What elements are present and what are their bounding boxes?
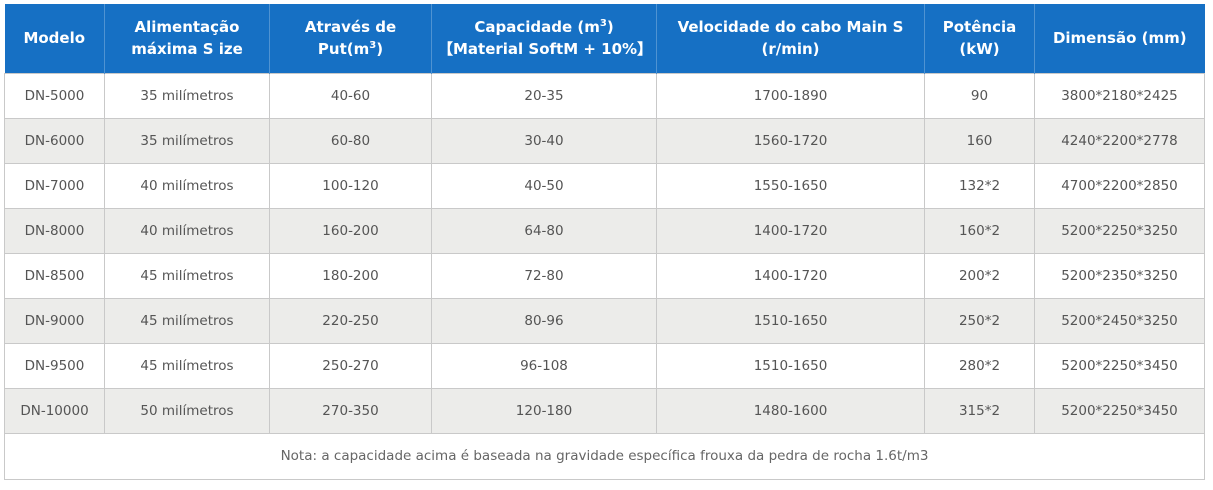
cell-modelo: DN-9000 xyxy=(4,297,105,344)
cell-capacidade: 30-40 xyxy=(431,117,657,164)
cell-alimentacao: 35 milímetros xyxy=(104,72,270,119)
cell-capacidade: 120-180 xyxy=(431,387,657,434)
header-dimensao-label: Dimensão (mm) xyxy=(1052,29,1187,48)
cell-velocidade: 1560-1720 xyxy=(656,117,925,164)
table-row: DN-6000 35 milímetros 60-80 30-40 1560-1… xyxy=(4,117,1205,164)
cell-capacidade: 96-108 xyxy=(431,342,657,389)
header-alimentacao-line1: Alimentação xyxy=(134,18,240,37)
cell-dimensao: 3800*2180*2425 xyxy=(1034,72,1205,119)
cell-atraves: 270-350 xyxy=(269,387,432,434)
cell-velocidade: 1400-1720 xyxy=(656,207,925,254)
table-row: DN-9500 45 milímetros 250-270 96-108 151… xyxy=(4,342,1205,389)
table-row: DN-8000 40 milímetros 160-200 64-80 1400… xyxy=(4,207,1205,254)
cell-atraves: 180-200 xyxy=(269,252,432,299)
header-capacidade: Capacidade (m3) 【Material SoftM + 10%】 xyxy=(431,4,657,73)
header-potencia-line2: (kW) xyxy=(959,40,1000,59)
cell-alimentacao: 40 milímetros xyxy=(104,162,270,209)
cell-dimensao: 5200*2250*3250 xyxy=(1034,207,1205,254)
header-potencia: Potência (kW) xyxy=(924,4,1035,73)
cell-dimensao: 4240*2200*2778 xyxy=(1034,117,1205,164)
cell-potencia: 160*2 xyxy=(924,207,1035,254)
cell-alimentacao: 45 milímetros xyxy=(104,252,270,299)
cell-alimentacao: 45 milímetros xyxy=(104,297,270,344)
spec-table: Modelo Alimentação máxima S ize Através … xyxy=(4,4,1205,480)
cell-alimentacao: 45 milímetros xyxy=(104,342,270,389)
header-alimentacao: Alimentação máxima S ize xyxy=(104,4,270,73)
cell-dimensao: 5200*2250*3450 xyxy=(1034,387,1205,434)
table-row: DN-10000 50 milímetros 270-350 120-180 1… xyxy=(4,387,1205,434)
table-row: DN-5000 35 milímetros 40-60 20-35 1700-1… xyxy=(4,72,1205,119)
cell-modelo: DN-5000 xyxy=(4,72,105,119)
cell-dimensao: 4700*2200*2850 xyxy=(1034,162,1205,209)
cell-alimentacao: 35 milímetros xyxy=(104,117,270,164)
cell-atraves: 220-250 xyxy=(269,297,432,344)
cell-atraves: 250-270 xyxy=(269,342,432,389)
cell-modelo: DN-7000 xyxy=(4,162,105,209)
table-row: DN-9000 45 milímetros 220-250 80-96 1510… xyxy=(4,297,1205,344)
cell-modelo: DN-8000 xyxy=(4,207,105,254)
cell-modelo: DN-6000 xyxy=(4,117,105,164)
cell-potencia: 200*2 xyxy=(924,252,1035,299)
cell-potencia: 250*2 xyxy=(924,297,1035,344)
cell-potencia: 160 xyxy=(924,117,1035,164)
cell-atraves: 40-60 xyxy=(269,72,432,119)
header-modelo: Modelo xyxy=(4,4,105,73)
header-atraves-close: ) xyxy=(376,40,384,59)
cell-atraves: 160-200 xyxy=(269,207,432,254)
cell-velocidade: 1510-1650 xyxy=(656,342,925,389)
table-row: DN-7000 40 milímetros 100-120 40-50 1550… xyxy=(4,162,1205,209)
cell-velocidade: 1550-1650 xyxy=(656,162,925,209)
cell-potencia: 90 xyxy=(924,72,1035,119)
header-atraves: Através de Put(m3) xyxy=(269,4,432,73)
table-note: Nota: a capacidade acima é baseada na gr… xyxy=(4,432,1205,480)
header-velocidade: Velocidade do cabo Main S (r/min) xyxy=(656,4,925,73)
cell-capacidade: 64-80 xyxy=(431,207,657,254)
cell-potencia: 315*2 xyxy=(924,387,1035,434)
header-atraves-sup: 3 xyxy=(369,40,377,52)
header-capacidade-line2: 【Material SoftM + 10%】 xyxy=(438,40,653,59)
table-row: DN-8500 45 milímetros 180-200 72-80 1400… xyxy=(4,252,1205,299)
cell-capacidade: 80-96 xyxy=(431,297,657,344)
cell-velocidade: 1510-1650 xyxy=(656,297,925,344)
header-velocidade-line1: Velocidade do cabo Main S xyxy=(677,18,904,37)
cell-dimensao: 5200*2450*3250 xyxy=(1034,297,1205,344)
spec-table-container: Modelo Alimentação máxima S ize Através … xyxy=(4,4,1205,480)
cell-modelo: DN-10000 xyxy=(4,387,105,434)
header-modelo-label: Modelo xyxy=(23,29,86,48)
cell-atraves: 60-80 xyxy=(269,117,432,164)
cell-modelo: DN-8500 xyxy=(4,252,105,299)
header-capacidade-sup: 3 xyxy=(599,18,607,30)
cell-capacidade: 72-80 xyxy=(431,252,657,299)
header-row: Modelo Alimentação máxima S ize Através … xyxy=(4,4,1205,73)
header-capacidade-label: Capacidade (m xyxy=(474,18,600,37)
cell-potencia: 280*2 xyxy=(924,342,1035,389)
header-alimentacao-line2: máxima S ize xyxy=(131,40,243,59)
header-atraves-label: Através de Put(m xyxy=(304,18,397,59)
cell-capacidade: 20-35 xyxy=(431,72,657,119)
cell-potencia: 132*2 xyxy=(924,162,1035,209)
cell-velocidade: 1700-1890 xyxy=(656,72,925,119)
header-dimensao: Dimensão (mm) xyxy=(1034,4,1205,73)
note-row: Nota: a capacidade acima é baseada na gr… xyxy=(4,432,1205,480)
cell-atraves: 100-120 xyxy=(269,162,432,209)
header-capacidade-close: ) xyxy=(606,18,614,37)
cell-alimentacao: 40 milímetros xyxy=(104,207,270,254)
cell-velocidade: 1400-1720 xyxy=(656,252,925,299)
cell-dimensao: 5200*2250*3450 xyxy=(1034,342,1205,389)
cell-capacidade: 40-50 xyxy=(431,162,657,209)
cell-dimensao: 5200*2350*3250 xyxy=(1034,252,1205,299)
header-velocidade-line2: (r/min) xyxy=(761,40,820,59)
cell-modelo: DN-9500 xyxy=(4,342,105,389)
header-potencia-line1: Potência xyxy=(942,18,1017,37)
cell-alimentacao: 50 milímetros xyxy=(104,387,270,434)
cell-velocidade: 1480-1600 xyxy=(656,387,925,434)
